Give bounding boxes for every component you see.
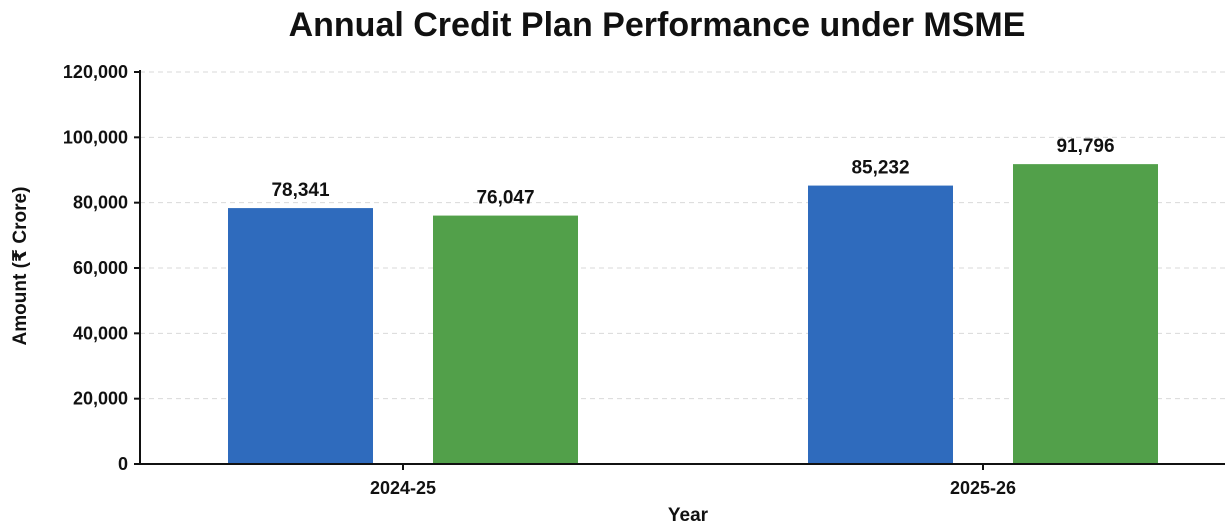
bar: [228, 208, 373, 464]
y-tick-label: 60,000: [73, 258, 128, 278]
bar-data-label: 85,232: [851, 158, 909, 179]
y-tick-label: 80,000: [73, 193, 128, 213]
bar-data-label: 78,341: [271, 180, 330, 201]
y-axis-title: Amount (₹ Crore): [10, 187, 31, 346]
x-axis-title: Year: [668, 505, 709, 526]
y-tick-label: 100,000: [63, 127, 128, 147]
x-tick-label: 2024-25: [370, 478, 436, 498]
labels: 0 20,000 40,000 60,000 80,000 100,000 120,000 2…: [63, 62, 1115, 498]
bar-data-label: 76,047: [476, 188, 534, 209]
bar: [433, 215, 578, 464]
y-tick-label: 40,000: [73, 323, 128, 343]
bar: [1013, 164, 1158, 465]
y-tick-label: 0: [118, 454, 128, 474]
y-tick-label: 120,000: [63, 62, 128, 82]
bars: [228, 164, 1158, 465]
chart-title: Annual Credit Plan Performance under MSM…: [289, 6, 1026, 44]
bar: [808, 185, 953, 464]
axes: [134, 70, 1225, 470]
x-tick-label: 2025-26: [950, 478, 1016, 498]
y-tick-label: 20,000: [73, 389, 128, 409]
bar-data-label: 91,796: [1056, 136, 1114, 157]
